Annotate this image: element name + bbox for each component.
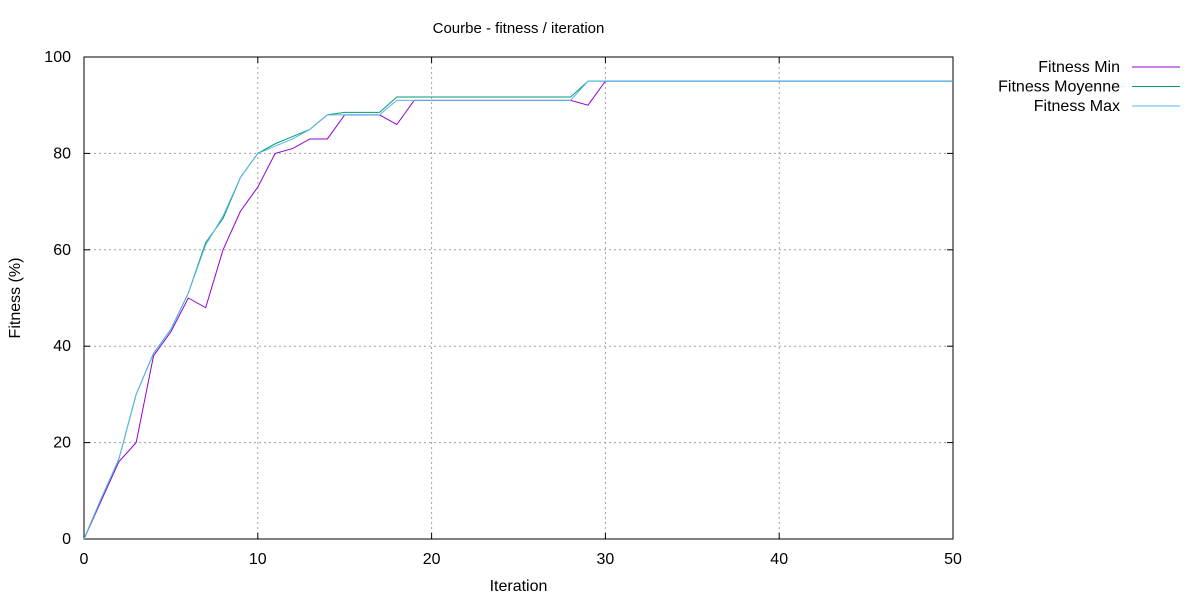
x-tick-label: 20	[423, 551, 441, 568]
legend-label: Fitness Min	[1038, 59, 1120, 76]
y-tick-label: 100	[44, 49, 71, 66]
x-tick-label: 30	[597, 551, 615, 568]
legend-label: Fitness Moyenne	[998, 79, 1120, 96]
y-tick-label: 0	[62, 531, 71, 548]
x-tick-label: 40	[770, 551, 788, 568]
x-tick-label: 0	[80, 551, 89, 568]
series-line-fitness-moyenne	[83, 80, 953, 540]
plot-frame	[83, 56, 954, 540]
x-tick-label: 10	[249, 551, 267, 568]
series-layer	[83, 80, 953, 540]
chart-title: Courbe - fitness / iteration	[433, 20, 605, 37]
grid	[84, 57, 953, 539]
axis-ticks: 0 10 20 30 40 50 0 20 40 60 80 100	[44, 49, 962, 568]
y-tick-label: 40	[53, 338, 71, 355]
y-axis-title: Fitness (%)	[7, 258, 24, 339]
legend: Fitness Min Fitness Moyenne Fitness Max	[998, 59, 1180, 115]
series-line-fitness-min	[83, 80, 953, 540]
y-tick-label: 20	[53, 435, 71, 452]
series-line-fitness-max	[83, 80, 953, 540]
x-tick-label: 50	[944, 551, 962, 568]
y-tick-label: 80	[53, 145, 71, 162]
legend-label: Fitness Max	[1034, 98, 1120, 115]
x-axis-title: Iteration	[490, 578, 548, 595]
y-tick-label: 60	[53, 242, 71, 259]
